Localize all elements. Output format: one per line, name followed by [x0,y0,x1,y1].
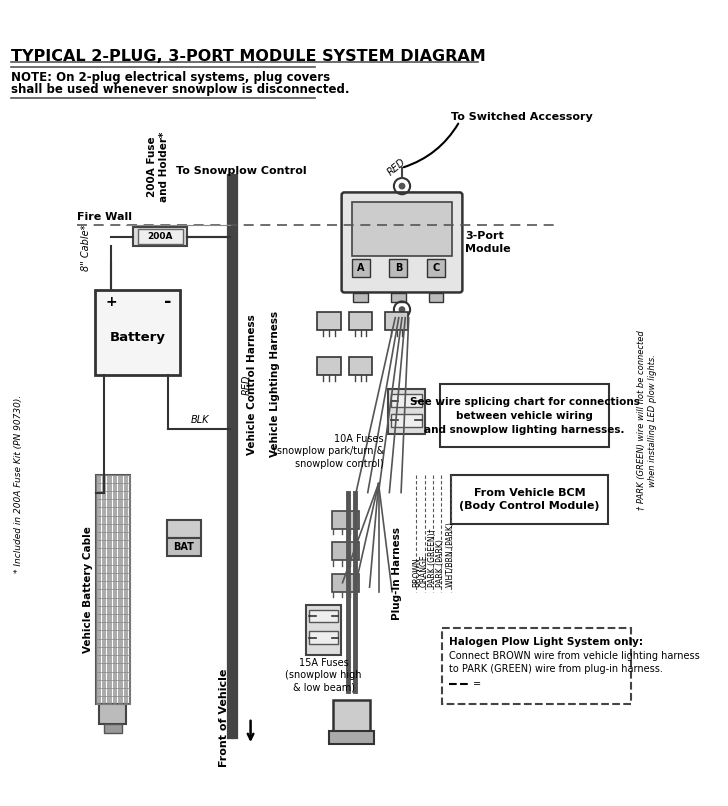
Text: See wire splicing chart for connections
between vehicle wiring
and snowplow ligh: See wire splicing chart for connections … [410,397,639,435]
Text: to PARK (GREEN) wire from plug-in harness.: to PARK (GREEN) wire from plug-in harnes… [449,664,662,674]
Bar [352,259,370,277]
Bar [138,230,183,243]
Bar [95,290,181,376]
Bar [332,510,359,529]
Bar [95,475,130,704]
Text: * Included in 200A Fuse Kit (PN 90730).: * Included in 200A Fuse Kit (PN 90730). [14,394,23,573]
Text: 200A Fuse
and Holder*: 200A Fuse and Holder* [147,132,169,202]
Bar [442,628,631,704]
Text: PARK (PARK): PARK (PARK) [436,539,446,588]
Bar [332,574,359,592]
Text: BLK: BLK [191,415,210,425]
Bar [429,293,443,302]
Text: TYPICAL 2-PLUG, 3-PORT MODULE SYSTEM DIAGRAM: TYPICAL 2-PLUG, 3-PORT MODULE SYSTEM DIA… [11,49,486,64]
Text: ORANGE: ORANGE [420,555,429,588]
Text: To Switched Accessory: To Switched Accessory [451,112,593,123]
Text: Halogen Plow Light System only:: Halogen Plow Light System only: [449,637,643,646]
Bar [317,312,341,330]
Bar [387,389,425,434]
Bar [329,731,374,744]
Bar [389,259,408,277]
Text: -: - [164,293,171,311]
Bar [353,293,368,302]
Bar [317,357,341,376]
Bar [391,293,405,302]
Text: BAT: BAT [173,542,194,551]
Circle shape [399,307,405,312]
Bar [427,259,446,277]
Circle shape [399,184,405,189]
Text: A: A [357,263,364,273]
Text: B: B [395,263,402,273]
Text: C: C [432,263,440,273]
Text: 3-Port
Module: 3-Port Module [465,231,511,254]
Bar [349,357,372,376]
Text: NOTE: On 2-plug electrical systems, plug covers: NOTE: On 2-plug electrical systems, plug… [11,71,330,84]
Bar [385,312,408,330]
Bar [167,520,201,538]
Text: 10A Fuses
(snowplow park/turn &
snowplow control): 10A Fuses (snowplow park/turn & snowplow… [273,434,384,469]
Bar [306,605,341,654]
Text: PARK (GREEN)†: PARK (GREEN)† [428,529,437,588]
Bar [133,226,188,247]
Bar [352,202,453,256]
Bar [103,725,122,733]
Text: RED: RED [386,156,408,177]
Bar [349,312,372,330]
Text: Front of Vehicle: Front of Vehicle [218,669,229,767]
Text: From Vehicle BCM
(Body Control Module): From Vehicle BCM (Body Control Module) [459,488,600,511]
Text: To Snowplow Control: To Snowplow Control [175,166,306,177]
Text: Battery: Battery [109,330,165,343]
Bar [167,538,201,555]
Text: WHT/BRN (PARK): WHT/BRN (PARK) [446,522,455,588]
Text: Vehicle Battery Cable: Vehicle Battery Cable [83,526,93,653]
Text: Fire Wall: Fire Wall [76,212,132,222]
Bar [333,700,370,731]
Text: shall be used whenever snowplow is disconnected.: shall be used whenever snowplow is disco… [11,83,349,97]
Bar [440,384,609,447]
Text: =: = [473,679,484,688]
Text: Vehicle Control Harness: Vehicle Control Harness [248,314,258,455]
Text: Connect BROWN wire from vehicle lighting harness: Connect BROWN wire from vehicle lighting… [449,651,700,661]
Text: 200A: 200A [148,232,173,241]
Text: Plug-In Harness: Plug-In Harness [392,527,402,620]
Bar [332,542,359,560]
Text: 8" Cable*: 8" Cable* [81,224,90,271]
FancyBboxPatch shape [341,193,462,293]
Bar [391,414,422,426]
Bar [309,609,338,622]
Bar [451,475,609,524]
Bar [391,394,422,407]
Bar [99,704,126,725]
Text: RED: RED [242,374,252,395]
Text: +: + [105,295,116,310]
Text: BROWN: BROWN [412,558,421,588]
Bar [309,631,338,644]
Text: † PARK (GREEN) wire will not be connected
when installing LED plow lights.: † PARK (GREEN) wire will not be connecte… [638,330,657,510]
Text: Vehicle Lighting Harness: Vehicle Lighting Harness [270,311,280,458]
Text: 15A Fuses
(snowplow high
& low beam): 15A Fuses (snowplow high & low beam) [285,658,362,692]
